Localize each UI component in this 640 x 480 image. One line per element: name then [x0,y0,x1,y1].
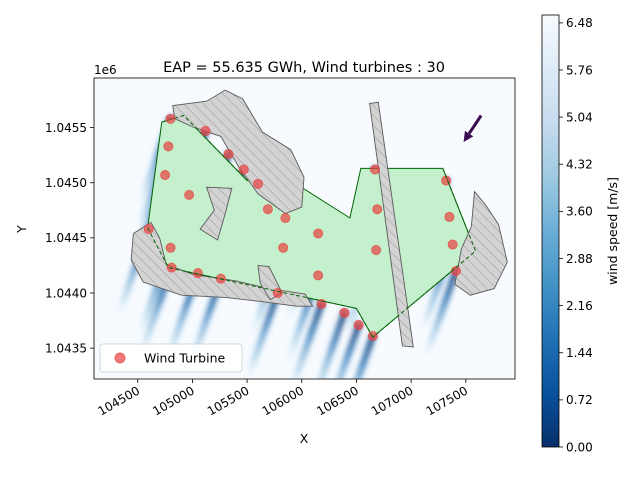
turbine-point [166,262,177,273]
turbine-point [367,330,378,341]
plot-frame [93,77,516,380]
turbine-point [238,164,249,175]
y-tick-label: 1.0450 [45,176,87,190]
colorbar-tick-label: 1.44 [566,346,593,360]
x-tick-label: 104500 [96,383,143,418]
wind-direction-arrow [463,114,483,142]
x-tick-label: 105500 [205,383,252,418]
colorbar-tick-label: 2.88 [566,252,593,266]
colorbar-frame [541,14,560,448]
turbine-wake [244,290,281,379]
y-offset-label: 1e6 [94,63,117,77]
turbine-point [450,265,461,276]
turbine-point [223,149,234,160]
x-tick-label: 106500 [314,383,361,418]
colorbar-tick-label: 5.04 [566,110,593,124]
turbine-point [278,242,289,253]
turbine-point [372,204,383,215]
turbine-point [353,319,364,330]
turbine-point [165,113,176,124]
x-tick-label: 107500 [424,383,471,418]
colorbar-gradient [542,15,559,447]
turbine-point [316,299,327,310]
turbine-point [165,242,176,253]
turbine-wake [318,309,348,379]
colorbar-tick-label: 0.72 [566,393,593,407]
exclusion-zone [369,101,414,348]
x-axis-label: X [300,431,309,446]
colorbar-tick-label: 0.00 [566,440,593,454]
turbine-point [280,213,291,224]
chart-title: EAP = 55.635 GWh, Wind turbines : 30 [163,60,445,76]
turbine-point [371,244,382,255]
exclusion-zones [130,89,508,348]
arrow-shaft [467,114,483,135]
y-tick-label: 1.0455 [45,121,87,135]
turbine-point [253,178,264,189]
colorbar: 0.00 0.72 1.44 2.16 2.88 3.60 4.32 5.04 5.76 6.48… [541,14,620,454]
arrow-head [463,130,474,142]
colorbar-ticks: 0.00 0.72 1.44 2.16 2.88 3.60 4.32 5.04 5.76 6.48 [559,16,593,454]
turbine-point [262,204,273,215]
plot-area [93,77,516,380]
legend-box [99,343,243,373]
y-axis-ticks: 1.0435 1.0440 1.0445 1.0450 1.0455 [45,121,94,355]
turbine-point [160,170,171,181]
turbine-point [313,228,324,239]
turbine-wake [336,321,362,379]
y-tick-label: 1.0445 [45,231,87,245]
turbine-point [272,287,283,298]
turbine-point [184,189,195,200]
turbine-point [447,239,458,250]
legend-marker [114,352,126,364]
legend: Wind Turbine [99,343,243,373]
legend-label: Wind Turbine [144,351,226,366]
turbine-point [370,164,381,175]
x-axis-ticks: 104500 105000 105500 106000 106500 107000 1075… [96,379,471,419]
turbine-wake [354,333,376,379]
exclusion-zone [130,221,314,307]
x-tick-label: 107000 [369,383,416,418]
turbine-point [313,270,324,281]
colorbar-tick-label: 3.60 [566,205,593,219]
turbine-point [163,141,174,152]
site-dashed-outline [147,227,374,338]
x-tick-label: 106000 [260,383,307,418]
colorbar-tick-label: 6.48 [566,16,593,30]
exclusion-zone [454,190,508,296]
colorbar-tick-label: 2.16 [566,299,593,313]
turbine-point [192,268,203,279]
y-tick-label: 1.0440 [45,286,87,300]
y-axis-label: Y [14,225,29,234]
turbine-point [444,211,455,222]
site-dashed-outline [372,168,477,338]
x-tick-label: 105000 [150,383,197,418]
turbine-wake [421,267,459,364]
turbine-point [339,307,350,318]
colorbar-tick-label: 4.32 [566,158,593,172]
colorbar-tick-label: 5.76 [566,63,593,77]
exclusion-zone [199,186,233,241]
turbine-point [200,125,211,136]
turbine-markers [143,113,461,341]
y-tick-label: 1.0435 [45,341,87,355]
colorbar-label: wind speed [m/s] [605,177,620,285]
